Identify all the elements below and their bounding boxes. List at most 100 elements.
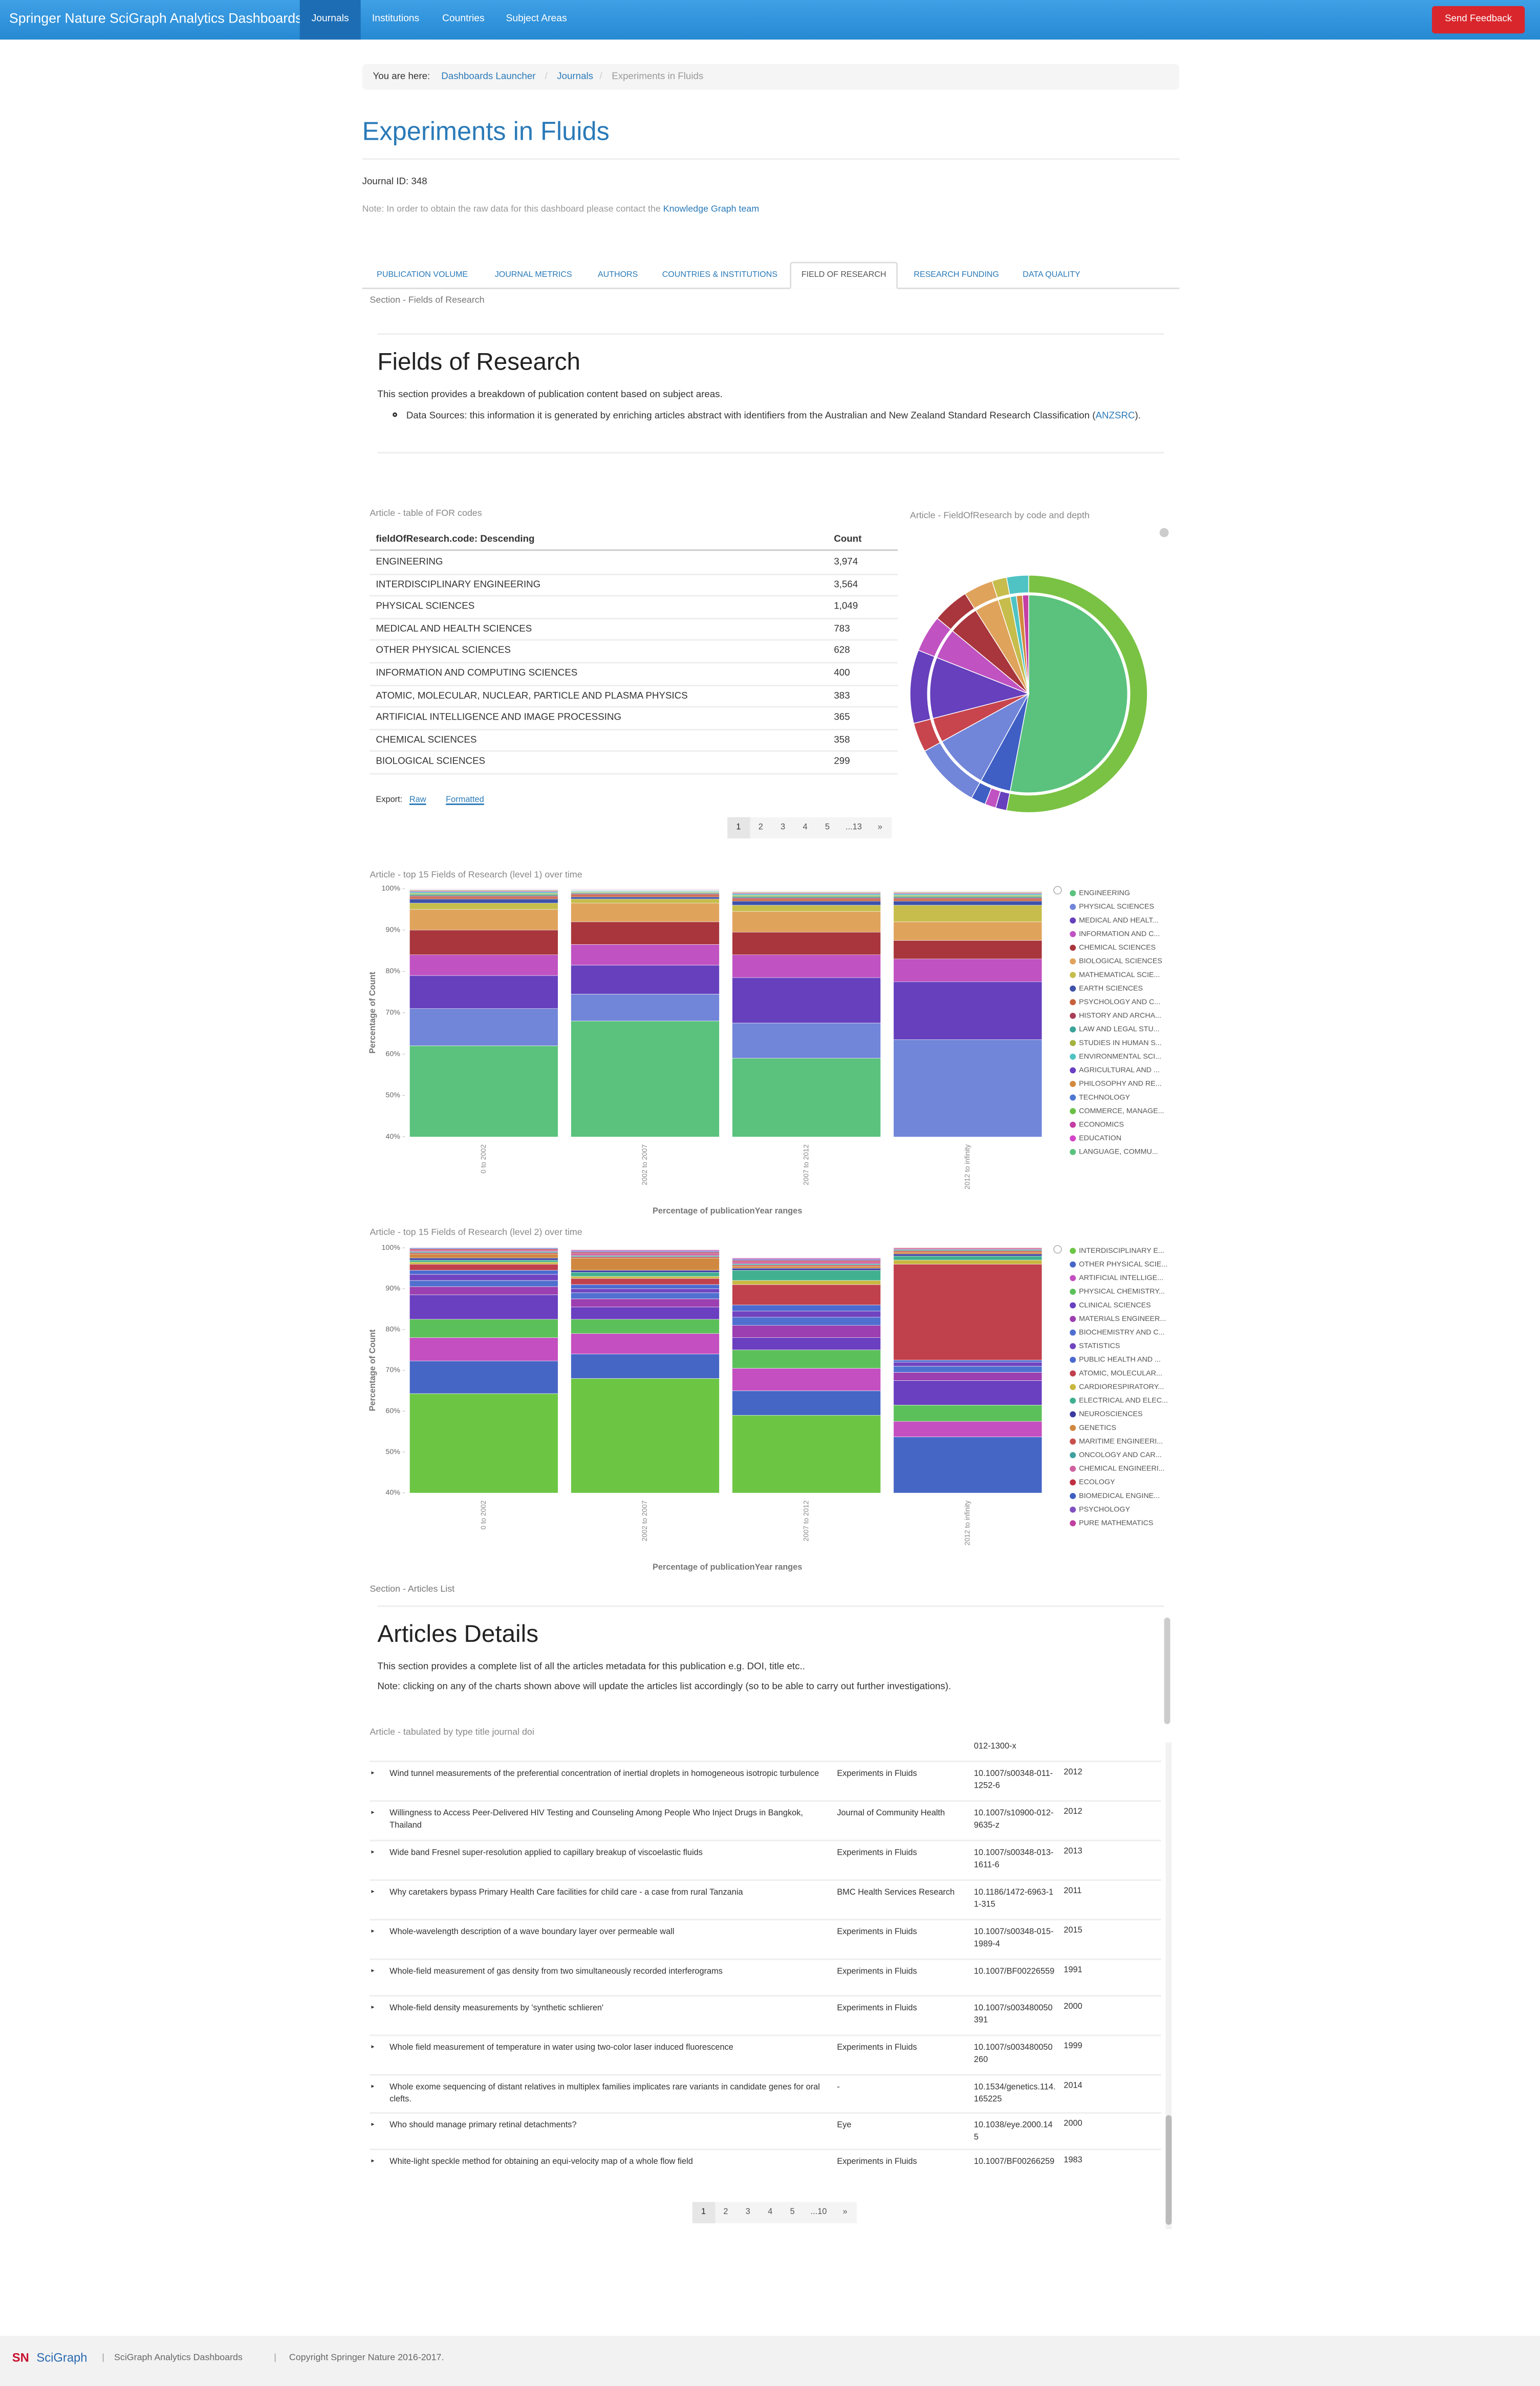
expand-arrow[interactable] — [371, 1810, 374, 1813]
section-text: This section provides a complete list of… — [377, 1662, 805, 1673]
tab[interactable]: FIELD OF RESEARCH — [790, 271, 898, 280]
row-line — [370, 1995, 1161, 1997]
expand-arrow[interactable] — [371, 2159, 374, 2162]
feedback-button[interactable]: Send Feedback — [1432, 6, 1525, 34]
page-link[interactable]: ...13 — [838, 817, 869, 839]
box-line — [377, 1606, 1164, 1607]
tab[interactable]: PUBLICATION VOLUME — [364, 271, 481, 280]
y-tick-label: 40% — [385, 1489, 400, 1497]
legend-label: PHYSICAL SCIENCES — [1079, 903, 1154, 911]
tab[interactable]: RESEARCH FUNDING — [901, 271, 1012, 280]
article-doi: 10.1007/s00348-013-1611-6 — [974, 1848, 1056, 1872]
table-header[interactable]: fieldOfResearch.code: Descending — [376, 534, 534, 545]
page-link[interactable]: 3 — [772, 817, 794, 839]
page-link[interactable]: 4 — [794, 817, 816, 839]
table-line — [370, 595, 898, 597]
breadcrumb-item[interactable]: Dashboards Launcher — [441, 72, 535, 82]
legend-label: MATERIALS ENGINEER... — [1079, 1315, 1166, 1323]
expand-arrow[interactable] — [371, 1889, 374, 1892]
bar-segment — [894, 897, 1042, 898]
table-cell: 299 — [834, 757, 850, 768]
page-link[interactable]: » — [834, 2202, 856, 2223]
bar-segment — [571, 1307, 720, 1319]
section-label: Section - Articles List — [370, 1586, 455, 1595]
bullet — [393, 413, 397, 417]
bar-segment — [894, 898, 1042, 899]
export-link[interactable]: Formatted — [446, 796, 484, 805]
expand-arrow[interactable] — [371, 1929, 374, 1932]
y-tick-label: 60% — [385, 1050, 400, 1058]
y-tick-label: 80% — [385, 1325, 400, 1333]
bar-segment — [732, 978, 881, 1023]
page-link[interactable]: 4 — [759, 2202, 781, 2223]
article-year: 1991 — [1064, 1966, 1082, 1976]
table-title: Article - table of FOR codes — [370, 510, 482, 519]
bar-segment — [732, 1326, 881, 1338]
bar-segment — [894, 894, 1042, 895]
legend-label: LANGUAGE, COMMU... — [1079, 1148, 1158, 1156]
export-link[interactable]: Raw — [409, 796, 426, 805]
table-line — [370, 728, 898, 730]
article-journal: Experiments in Fluids — [837, 1966, 968, 1979]
page-link[interactable]: 1 — [727, 817, 749, 839]
nav-link[interactable]: Subject Areas — [496, 14, 577, 25]
expand-arrow[interactable] — [371, 2084, 374, 2087]
nav-link[interactable]: Countries — [430, 14, 496, 25]
legend-label: ECOLOGY — [1079, 1478, 1115, 1486]
bar-segment — [894, 1243, 1042, 1245]
legend-swatch — [1070, 918, 1076, 924]
legend-label: PSYCHOLOGY AND C... — [1079, 998, 1160, 1006]
x-tick-label: 2007 to 2012 — [802, 1501, 810, 1542]
legend-label: ENGINEERING — [1079, 889, 1130, 897]
page-link[interactable]: » — [869, 817, 891, 839]
tab[interactable]: DATA QUALITY — [1012, 271, 1091, 280]
expand-arrow[interactable] — [371, 1968, 374, 1971]
y-tick-label: 40% — [385, 1133, 400, 1141]
article-journal: Experiments in Fluids — [837, 2003, 968, 2015]
expand-arrow[interactable] — [371, 2005, 374, 2008]
note-link[interactable]: Knowledge Graph team — [663, 205, 759, 214]
legend-label: STATISTICS — [1079, 1342, 1120, 1350]
page-link[interactable]: 5 — [816, 817, 838, 839]
page-link[interactable]: 5 — [781, 2202, 803, 2223]
expand-arrow[interactable] — [371, 2045, 374, 2048]
legend-swatch — [1070, 972, 1076, 978]
legend-swatch — [1070, 1067, 1076, 1073]
breadcrumb-item[interactable]: Journals — [557, 72, 593, 82]
table-cell: 3,564 — [834, 579, 858, 590]
page-title: Experiments in Fluids — [362, 117, 610, 147]
tab[interactable]: JOURNAL METRICS — [481, 271, 586, 280]
breadcrumb-separator: / — [599, 72, 602, 82]
y-tick-label: 90% — [385, 926, 400, 934]
legend-swatch — [1070, 1357, 1076, 1363]
page-link[interactable]: 3 — [737, 2202, 759, 2223]
expand-arrow[interactable] — [371, 2122, 374, 2125]
nav-link[interactable]: Institutions — [361, 14, 431, 25]
sunburst-slice — [1007, 575, 1029, 595]
legend-swatch — [1070, 1411, 1076, 1417]
footer-link[interactable]: SciGraph Analytics Dashboards — [114, 2354, 243, 2363]
expand-arrow[interactable] — [371, 1850, 374, 1853]
page-link[interactable]: ...10 — [804, 2202, 834, 2223]
expand-arrow[interactable] — [371, 1770, 374, 1773]
article-title: Who should manage primary retinal detach… — [389, 2120, 823, 2132]
scrollbar — [1164, 1618, 1170, 1724]
bar-segment — [894, 1248, 1042, 1249]
bar-segment — [409, 895, 558, 896]
tab[interactable]: COUNTRIES & INSTITUTIONS — [650, 271, 790, 280]
nav-link[interactable]: Journals — [300, 14, 361, 25]
bar-segment — [894, 1437, 1042, 1656]
page-link[interactable]: 2 — [750, 817, 772, 839]
x-tick-label: 2002 to 2007 — [641, 1144, 648, 1185]
legend-swatch — [1070, 1425, 1076, 1431]
page-link[interactable]: 1 — [692, 2202, 714, 2223]
table-header[interactable]: Count — [834, 534, 861, 545]
tab[interactable]: AUTHORS — [586, 271, 650, 280]
page-link[interactable]: 2 — [714, 2202, 736, 2223]
divider — [362, 158, 1180, 160]
bullet-link[interactable]: ANZSRC — [1096, 411, 1135, 422]
bar-segment — [732, 1261, 881, 1262]
legend-swatch — [1070, 931, 1076, 937]
table-line — [370, 640, 898, 641]
